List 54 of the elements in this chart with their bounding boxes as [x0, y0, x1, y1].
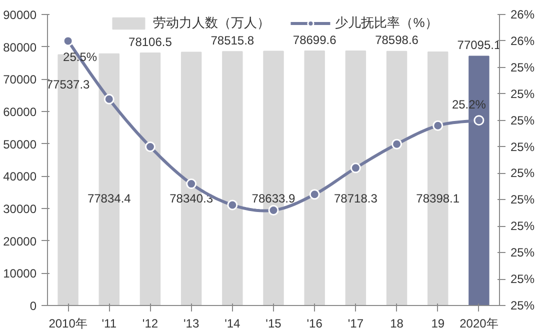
data-label: 78633.9: [252, 191, 296, 206]
x-tick-label: 18: [390, 316, 404, 330]
y2-tick-label: 25%: [510, 246, 535, 260]
y-tick-label: 70000: [3, 72, 37, 87]
y2-tick-label: 25%: [510, 60, 535, 74]
y2-tick-label: 25%: [510, 272, 535, 286]
point: [432, 120, 444, 131]
y2-tick-label: 25%: [510, 166, 535, 180]
x-tick-label: 2010年: [48, 316, 88, 330]
data-label: 78699.6: [292, 32, 337, 47]
y-tick-label: 20000: [3, 234, 37, 248]
y2-tick-label: 26%: [510, 34, 535, 48]
legend-label: 少儿抚比率（%）: [335, 14, 438, 32]
y2-tick-label: 25%: [510, 192, 535, 207]
point: [474, 115, 484, 126]
point: [144, 142, 156, 152]
point: [350, 162, 361, 174]
data-label: 77834.4: [87, 191, 132, 206]
point: [392, 138, 402, 150]
y-tick-label: 10000: [3, 266, 37, 281]
x-tick-label: '17: [348, 316, 364, 330]
y2-tick-label: 25%: [510, 113, 535, 128]
data-label: 78598.6: [375, 33, 419, 48]
y-tick-label: 60000: [3, 105, 37, 119]
point: [62, 36, 74, 46]
y2-tick-label: 25%: [510, 298, 535, 312]
y2-tick-label: 25%: [510, 86, 535, 101]
data-label: 78398.1: [416, 191, 460, 206]
y-tick-label: 30000: [3, 202, 37, 216]
point: [104, 94, 114, 104]
y-tick-label: 0: [30, 299, 37, 313]
y2-tick-label: 25%: [510, 219, 535, 234]
data-label: 78106.5: [128, 34, 172, 49]
data-label: 78515.8: [210, 33, 254, 48]
x-tick-label: '13: [184, 316, 200, 330]
data-label: 78718.3: [334, 191, 378, 206]
y-tick-label: 40000: [3, 170, 37, 184]
x-tick-label: '11: [102, 316, 117, 330]
x-tick-label: '14: [224, 316, 241, 330]
y-tick-label: 50000: [3, 137, 37, 152]
x-tick-label: '15: [266, 316, 282, 330]
x-tick-label: 2020年: [460, 316, 498, 330]
point: [227, 200, 238, 210]
y2-tick-label: 26%: [510, 8, 535, 22]
legend-label: 劳动力人数（万人）: [153, 14, 270, 32]
point: [268, 205, 279, 216]
x-tick-label: '12: [142, 316, 158, 330]
x-tick-label: 19: [431, 316, 445, 330]
point: [186, 178, 197, 190]
y-tick-label: 80000: [3, 40, 37, 54]
y2-tick-label: 25%: [510, 140, 535, 154]
x-tick-label: '16: [306, 316, 323, 330]
point: [309, 189, 320, 200]
y-tick-label: 90000: [3, 8, 37, 22]
